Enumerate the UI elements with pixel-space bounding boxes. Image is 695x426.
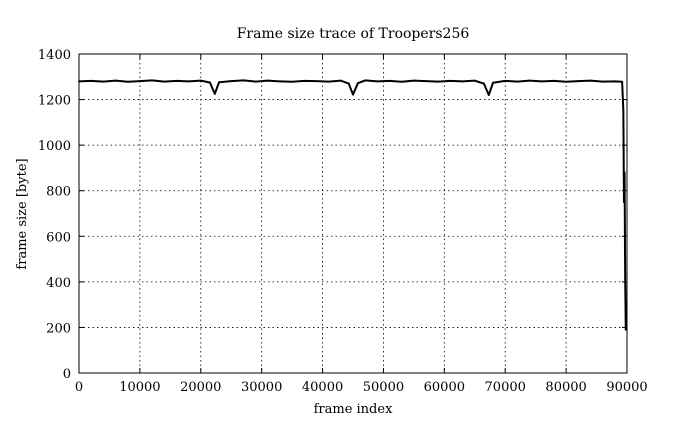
data-point (624, 328, 627, 331)
data-point (114, 79, 117, 82)
data-point (492, 81, 494, 84)
data-point (425, 80, 427, 83)
data-point (126, 80, 129, 83)
data-point (565, 80, 568, 83)
data-point (230, 80, 233, 83)
data-point (279, 80, 281, 83)
y-tick-label: 600 (46, 230, 71, 245)
x-tick-label: 40000 (302, 380, 343, 395)
grid-lines (79, 54, 627, 373)
data-point (138, 80, 141, 83)
x-tick-label: 60000 (424, 380, 465, 395)
data-point (315, 80, 318, 83)
x-tick-label: 30000 (241, 380, 282, 395)
data-point (504, 79, 507, 82)
x-axis-label: frame index (314, 402, 393, 417)
data-point (589, 79, 592, 82)
data-point (90, 79, 93, 82)
data-point (356, 82, 359, 85)
x-tick-label: 80000 (545, 380, 586, 395)
data-point (487, 94, 490, 96)
data-point (449, 79, 452, 82)
plot-area-frame (78, 53, 628, 374)
data-point (388, 79, 391, 82)
data-point (266, 79, 269, 82)
x-tick-label: 20000 (180, 380, 221, 395)
data-point (577, 80, 580, 83)
x-tick-label: 10000 (119, 380, 160, 395)
data-point (622, 110, 625, 112)
data-point (163, 80, 166, 83)
data-point (553, 79, 555, 82)
data-point (601, 80, 604, 83)
data-point (364, 79, 367, 82)
x-tick-label: 90000 (606, 380, 647, 395)
data-point (461, 80, 464, 83)
data-point (175, 79, 178, 82)
data-point (528, 79, 531, 82)
y-tick-label: 1200 (38, 94, 71, 109)
data-point (218, 81, 220, 84)
x-tick-label: 50000 (363, 380, 404, 395)
data-point (437, 80, 440, 83)
y-axis-label: frame size [byte] (15, 158, 30, 269)
data-point (623, 201, 625, 204)
data-point (199, 79, 202, 82)
data-point (400, 80, 403, 83)
series-layer (78, 79, 627, 331)
x-tick-label: 0 (75, 380, 83, 395)
data-point (376, 80, 379, 83)
data-point (291, 80, 294, 83)
data-point (242, 79, 245, 82)
data-point (151, 79, 153, 82)
data-point (473, 79, 476, 82)
data-point (516, 80, 519, 83)
data-point (623, 171, 626, 174)
data-point (213, 92, 216, 95)
y-tick-label: 200 (46, 321, 71, 336)
data-point (187, 80, 190, 83)
x-tick-label: 70000 (485, 380, 526, 395)
data-point (78, 80, 80, 83)
series-line (78, 79, 627, 330)
data-point (483, 82, 485, 85)
data-point (540, 80, 543, 83)
data-point (327, 80, 330, 83)
y-tick-label: 0 (63, 367, 71, 382)
data-point (209, 81, 211, 84)
series-0 (78, 79, 627, 331)
data-point (412, 79, 415, 82)
axis-ticks (78, 53, 628, 374)
data-point (339, 79, 342, 82)
data-point (254, 80, 257, 83)
data-point (102, 80, 105, 83)
data-point (352, 93, 354, 96)
y-tick-label: 800 (46, 185, 71, 200)
y-tick-label: 1000 (38, 139, 71, 154)
x-tick-labels: 0 10000 20000 30000 40000 50000 60000 70000 8000… (75, 380, 648, 395)
data-point (303, 79, 306, 82)
data-point (621, 80, 624, 83)
y-tick-label: 1400 (38, 48, 71, 63)
y-tick-label: 400 (46, 276, 71, 291)
y-tick-labels: 0 200 400 600 800 1000 1200 1400 (38, 48, 71, 382)
data-point (613, 80, 616, 83)
chart-title: Frame size trace of Troopers256 (237, 26, 470, 42)
data-point (347, 82, 350, 85)
data-point (624, 276, 627, 279)
